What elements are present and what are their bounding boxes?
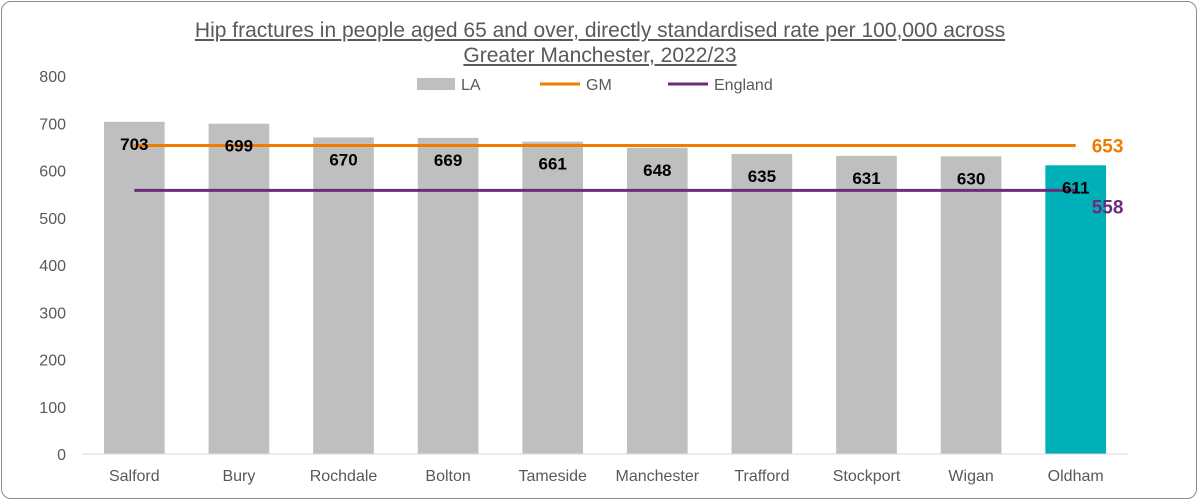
data-label-bury: 699 xyxy=(225,137,253,156)
bar-rochdale xyxy=(313,137,374,455)
x-tick-label: Manchester xyxy=(616,468,700,485)
reference-label-gm: 653 xyxy=(1092,136,1124,157)
legend-label-england: England xyxy=(714,77,773,94)
y-axis: 0 100 200 300 400 500 600 700 800 xyxy=(39,69,66,464)
y-tick-label: 300 xyxy=(39,305,66,322)
chart-title: Hip fractures in people aged 65 and over… xyxy=(0,18,1200,68)
data-label-tameside: 661 xyxy=(539,155,567,174)
x-tick-label: Wigan xyxy=(948,468,993,485)
chart-title-line-2: Greater Manchester, 2022/23 xyxy=(463,44,737,67)
x-tick-label: Salford xyxy=(109,468,160,485)
bar-salford xyxy=(103,121,165,455)
bars xyxy=(103,121,1107,455)
bar-stockport xyxy=(836,155,897,455)
legend-label-la: LA xyxy=(461,77,481,94)
bar-manchester xyxy=(626,147,688,454)
data-label-rochdale: 670 xyxy=(329,150,357,169)
bar-tameside xyxy=(522,141,584,455)
bar-bury xyxy=(208,123,270,454)
chart-title-line-1: Hip fractures in people aged 65 and over… xyxy=(194,19,1006,42)
y-tick-label: 400 xyxy=(39,258,66,275)
x-tick-label: Rochdale xyxy=(310,468,378,485)
data-labels: 703 699 670 669 661 648 635 631 630 611 xyxy=(120,135,1089,197)
data-label-wigan: 630 xyxy=(957,169,985,188)
x-tick-label: Stockport xyxy=(833,468,901,485)
legend-label-gm: GM xyxy=(586,77,612,94)
data-label-stockport: 631 xyxy=(852,169,880,188)
reference-label-england: 558 xyxy=(1092,197,1124,218)
y-tick-label: 100 xyxy=(39,400,66,417)
y-tick-label: 800 xyxy=(39,69,66,86)
x-tick-label: Oldham xyxy=(1048,468,1104,485)
y-tick-label: 200 xyxy=(39,353,66,370)
data-label-oldham: 611 xyxy=(1062,178,1089,197)
bar-trafford xyxy=(731,153,793,454)
legend-swatch-la xyxy=(417,78,455,90)
bar-wigan xyxy=(940,156,1002,454)
legend: LA GM England xyxy=(417,77,773,94)
x-tick-label: Bury xyxy=(222,468,255,485)
y-tick-label: 500 xyxy=(39,211,66,228)
reference-lines: 653 558 xyxy=(134,136,1123,218)
y-tick-label: 600 xyxy=(39,164,66,181)
x-tick-label: Bolton xyxy=(425,468,470,485)
data-label-salford: 703 xyxy=(120,135,148,154)
y-tick-label: 0 xyxy=(57,447,66,464)
bar-bolton xyxy=(417,137,479,454)
data-label-manchester: 648 xyxy=(643,161,671,180)
x-tick-label: Tameside xyxy=(518,468,587,485)
data-label-bolton: 669 xyxy=(434,151,462,170)
y-tick-label: 700 xyxy=(39,116,66,133)
data-label-trafford: 635 xyxy=(748,167,776,186)
x-tick-label: Trafford xyxy=(734,468,789,485)
bar-oldham xyxy=(1045,165,1107,455)
x-axis: Salford Bury Rochdale Bolton Tameside Manches… xyxy=(82,453,1128,485)
